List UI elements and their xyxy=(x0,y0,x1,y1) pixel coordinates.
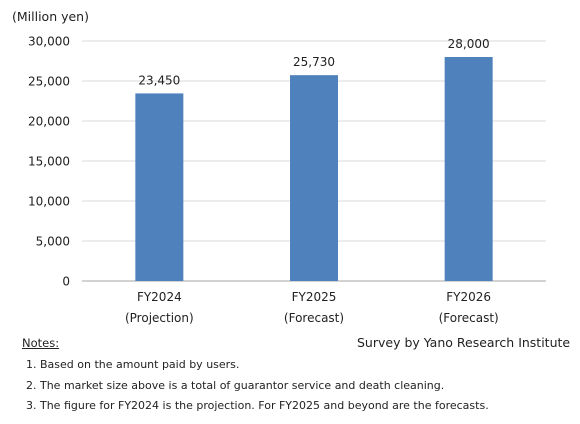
bar xyxy=(135,93,184,282)
data-label: 23,450 xyxy=(138,73,180,87)
x-tick-label: (Projection) xyxy=(125,311,194,325)
y-tick-label: 20,000 xyxy=(28,115,70,129)
notes-title: Notes: xyxy=(22,336,60,350)
y-tick-label: 5,000 xyxy=(36,235,70,249)
note-3: 3. The figure for FY2024 is the projecti… xyxy=(26,399,489,412)
data-label: 28,000 xyxy=(448,37,490,51)
unit-label: (Million yen) xyxy=(12,9,89,24)
value-labels: 23,450 25,730 28,000 xyxy=(138,37,489,87)
bar xyxy=(290,75,338,281)
y-tick-label: 0 xyxy=(62,275,70,289)
x-tick-label: FY2025 xyxy=(292,290,337,304)
bar xyxy=(444,57,493,281)
y-tick-label: 15,000 xyxy=(28,155,70,169)
x-axis-ticks: FY2024 (Projection) FY2025 (Forecast) FY2026… xyxy=(125,290,499,325)
y-tick-label: 30,000 xyxy=(28,35,70,49)
y-tick-label: 10,000 xyxy=(28,195,70,209)
x-tick-label: FY2024 xyxy=(137,290,182,304)
bars xyxy=(135,57,493,282)
source-credit: Survey by Yano Research Institute xyxy=(357,335,571,350)
data-label: 25,730 xyxy=(293,55,335,69)
note-2: 2. The market size above is a total of g… xyxy=(26,379,445,392)
bar-chart: (Million yen) 0 5,000 10,000 15,000 20,000 25… xyxy=(12,9,546,325)
note-1: 1. Based on the amount paid by users. xyxy=(26,358,240,371)
y-tick-label: 25,000 xyxy=(28,75,70,89)
x-tick-label: (Forecast) xyxy=(284,311,344,325)
x-tick-label: (Forecast) xyxy=(439,311,499,325)
y-axis-ticks: 0 5,000 10,000 15,000 20,000 25,000 30,000 xyxy=(28,35,70,289)
x-tick-label: FY2026 xyxy=(446,290,491,304)
